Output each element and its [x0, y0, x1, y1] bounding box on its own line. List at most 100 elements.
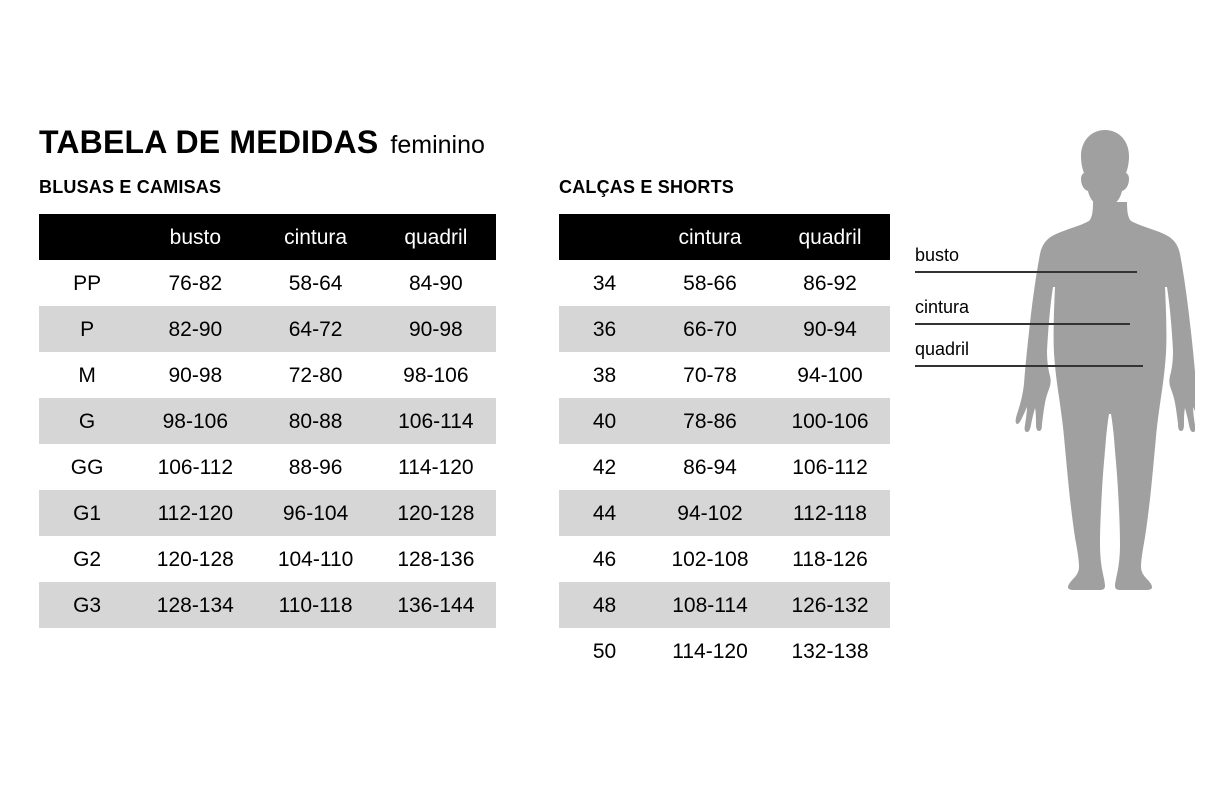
- cell-quadril: 114-120: [375, 444, 496, 490]
- measure-label-quadril: quadril: [915, 339, 970, 359]
- table-row: G2 120-128 104-110 128-136: [39, 536, 496, 582]
- cell-cintura: 108-114: [650, 582, 770, 628]
- cell-busto: 76-82: [135, 260, 256, 306]
- cell-busto: 90-98: [135, 352, 256, 398]
- measure-line-busto: [915, 271, 1137, 273]
- table-row: 40 78-86 100-106: [559, 398, 890, 444]
- cell-quadril: 84-90: [375, 260, 496, 306]
- measure-line-quadril: [915, 365, 1143, 367]
- cell-quadril: 106-112: [770, 444, 890, 490]
- cell-quadril: 120-128: [375, 490, 496, 536]
- cell-cintura: 58-64: [255, 260, 376, 306]
- cell-quadril: 94-100: [770, 352, 890, 398]
- cell-size: 40: [559, 398, 650, 444]
- cell-quadril: 112-118: [770, 490, 890, 536]
- cell-cintura: 110-118: [255, 582, 376, 628]
- table-row: 50 114-120 132-138: [559, 628, 890, 674]
- column-header-quadril: quadril: [770, 214, 890, 260]
- table-row: P 82-90 64-72 90-98: [39, 306, 496, 352]
- page-title: TABELA DE MEDIDAS feminino: [39, 126, 485, 158]
- table-calcas-e-shorts: cintura quadril 34 58-66 86-92 36 66-70 90-94…: [559, 214, 890, 674]
- cell-size: 44: [559, 490, 650, 536]
- page-title-subtitle: feminino: [390, 131, 485, 159]
- measurement-figure: busto cintura quadril: [905, 120, 1195, 660]
- cell-cintura: 78-86: [650, 398, 770, 444]
- cell-cintura: 88-96: [255, 444, 376, 490]
- table-header-row: busto cintura quadril: [39, 214, 496, 260]
- table-row: G1 112-120 96-104 120-128: [39, 490, 496, 536]
- column-header-size: [39, 214, 136, 260]
- cell-size: G: [39, 398, 136, 444]
- cell-size: G1: [39, 490, 136, 536]
- table-row: G 98-106 80-88 106-114: [39, 398, 496, 444]
- table-row: 34 58-66 86-92: [559, 260, 890, 306]
- cell-size: M: [39, 352, 136, 398]
- cell-size: PP: [39, 260, 136, 306]
- table-row: 46 102-108 118-126: [559, 536, 890, 582]
- table-row: GG 106-112 88-96 114-120: [39, 444, 496, 490]
- column-header-cintura: cintura: [255, 214, 376, 260]
- table-row: M 90-98 72-80 98-106: [39, 352, 496, 398]
- section-heading-bottoms: CALÇAS E SHORTS: [559, 177, 735, 197]
- cell-busto: 82-90: [135, 306, 256, 352]
- cell-busto: 120-128: [135, 536, 256, 582]
- cell-busto: 98-106: [135, 398, 256, 444]
- cell-cintura: 102-108: [650, 536, 770, 582]
- cell-size: 50: [559, 628, 650, 674]
- female-body-silhouette-icon: [1015, 130, 1195, 590]
- cell-cintura: 72-80: [255, 352, 376, 398]
- cell-busto: 128-134: [135, 582, 256, 628]
- cell-cintura: 114-120: [650, 628, 770, 674]
- cell-quadril: 86-92: [770, 260, 890, 306]
- cell-size: P: [39, 306, 136, 352]
- table-row: 36 66-70 90-94: [559, 306, 890, 352]
- measure-label-busto: busto: [915, 245, 960, 265]
- measure-label-cintura: cintura: [915, 297, 970, 317]
- table-row: PP 76-82 58-64 84-90: [39, 260, 496, 306]
- cell-busto: 112-120: [135, 490, 256, 536]
- cell-size: 36: [559, 306, 650, 352]
- cell-size: G2: [39, 536, 136, 582]
- cell-cintura: 86-94: [650, 444, 770, 490]
- cell-cintura: 80-88: [255, 398, 376, 444]
- cell-cintura: 94-102: [650, 490, 770, 536]
- cell-size: 34: [559, 260, 650, 306]
- table-row: G3 128-134 110-118 136-144: [39, 582, 496, 628]
- cell-quadril: 128-136: [375, 536, 496, 582]
- cell-quadril: 118-126: [770, 536, 890, 582]
- column-header-quadril: quadril: [375, 214, 496, 260]
- cell-size: 46: [559, 536, 650, 582]
- cell-quadril: 126-132: [770, 582, 890, 628]
- cell-quadril: 100-106: [770, 398, 890, 444]
- cell-quadril: 136-144: [375, 582, 496, 628]
- cell-cintura: 70-78: [650, 352, 770, 398]
- table-row: 48 108-114 126-132: [559, 582, 890, 628]
- cell-cintura: 58-66: [650, 260, 770, 306]
- cell-size: 48: [559, 582, 650, 628]
- section-heading-tops: BLUSAS E CAMISAS: [39, 177, 222, 197]
- table-header-row: cintura quadril: [559, 214, 890, 260]
- cell-quadril: 98-106: [375, 352, 496, 398]
- table-row: 38 70-78 94-100: [559, 352, 890, 398]
- cell-size: 42: [559, 444, 650, 490]
- cell-cintura: 66-70: [650, 306, 770, 352]
- page-title-main: TABELA DE MEDIDAS: [39, 124, 379, 160]
- cell-cintura: 104-110: [255, 536, 376, 582]
- cell-quadril: 132-138: [770, 628, 890, 674]
- table-row: 42 86-94 106-112: [559, 444, 890, 490]
- cell-busto: 106-112: [135, 444, 256, 490]
- column-header-cintura: cintura: [650, 214, 770, 260]
- cell-cintura: 64-72: [255, 306, 376, 352]
- cell-size: G3: [39, 582, 136, 628]
- cell-cintura: 96-104: [255, 490, 376, 536]
- cell-size: 38: [559, 352, 650, 398]
- cell-quadril: 106-114: [375, 398, 496, 444]
- table-row: 44 94-102 112-118: [559, 490, 890, 536]
- cell-quadril: 90-98: [375, 306, 496, 352]
- cell-quadril: 90-94: [770, 306, 890, 352]
- column-header-size: [559, 214, 650, 260]
- column-header-busto: busto: [135, 214, 256, 260]
- cell-size: GG: [39, 444, 136, 490]
- measure-line-cintura: [915, 323, 1130, 325]
